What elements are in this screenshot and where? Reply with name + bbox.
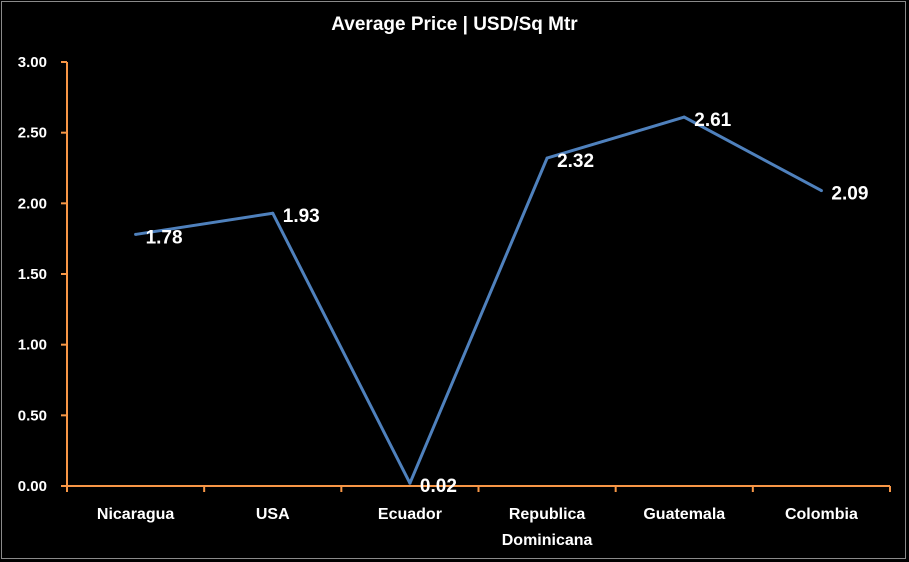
x-category-label: Nicaragua	[97, 506, 174, 523]
data-label: 2.09	[831, 184, 868, 205]
data-point	[271, 211, 275, 215]
data-label: 1.78	[146, 227, 183, 248]
data-point	[682, 115, 686, 119]
data-point	[819, 189, 823, 193]
y-tick-label: 0.50	[18, 407, 47, 424]
y-tick-label: 1.50	[18, 266, 47, 283]
data-label: 2.61	[694, 110, 731, 131]
x-category-label: Guatemala	[643, 506, 725, 523]
x-category-label: Republica Dominicana	[502, 506, 593, 549]
data-point	[545, 156, 549, 160]
data-point	[408, 481, 412, 485]
data-label: 2.32	[557, 151, 594, 172]
y-tick-label: 1.00	[18, 337, 47, 354]
y-tick-label: 2.00	[18, 195, 47, 212]
data-point	[134, 232, 138, 236]
x-category-label: Ecuador	[378, 506, 442, 523]
series-line	[135, 115, 823, 485]
y-tick-label: 2.50	[18, 125, 47, 142]
data-label: 0.02	[420, 476, 457, 497]
y-tick-label: 0.00	[18, 478, 47, 495]
chart-title: Average Price | USD/Sq Mtr	[331, 14, 578, 35]
data-label: 1.93	[283, 206, 320, 227]
x-category-label: USA	[256, 506, 290, 523]
y-tick-label: 3.00	[18, 54, 47, 71]
x-category-label: Colombia	[785, 506, 858, 523]
